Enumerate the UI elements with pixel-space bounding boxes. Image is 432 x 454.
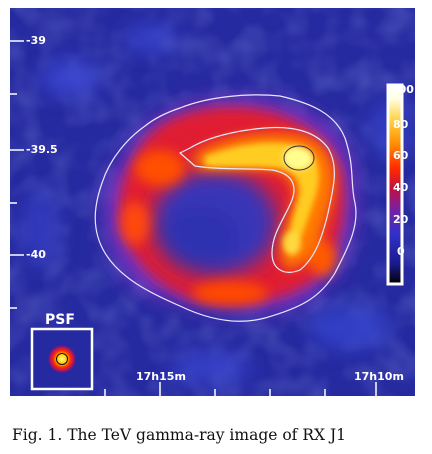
psf-contour	[56, 353, 68, 365]
colorbar-tick-label: 100	[391, 83, 414, 96]
dec-tick-label: -39	[26, 34, 46, 47]
figure-caption: Fig. 1. The TeV gamma-ray image of RX J1	[12, 426, 347, 444]
inner-contour	[178, 126, 335, 273]
shell-yellow-layer	[205, 142, 319, 255]
sky-map-figure: -39 -39.5 -40 17h15m 17h10m 100 80 60 40…	[10, 8, 415, 396]
colorbar-tick-label: 40	[393, 181, 409, 194]
outer-contour	[94, 94, 357, 322]
colorbar-tick-label: 80	[393, 118, 409, 131]
caption-cut-line	[12, 447, 422, 454]
colorbar	[386, 83, 404, 286]
ra-tick-label: 17h10m	[354, 370, 404, 383]
dec-axis-ticks	[10, 40, 24, 309]
colorbar-tick-label: 20	[393, 213, 409, 226]
colorbar-tick-label: 60	[393, 149, 409, 162]
shell-interior	[153, 171, 277, 275]
peak-contour	[283, 145, 315, 171]
dec-tick-label: -40	[26, 248, 46, 261]
ra-tick-label: 17h15m	[136, 370, 186, 383]
psf-blob	[48, 345, 76, 373]
dec-tick-label: -39.5	[26, 143, 58, 156]
ra-axis-ticks	[104, 382, 377, 396]
sky-map-image	[10, 8, 415, 396]
psf-label: PSF	[45, 312, 75, 328]
colorbar-tick-label: 0	[397, 245, 405, 258]
significance-contours	[94, 94, 357, 322]
